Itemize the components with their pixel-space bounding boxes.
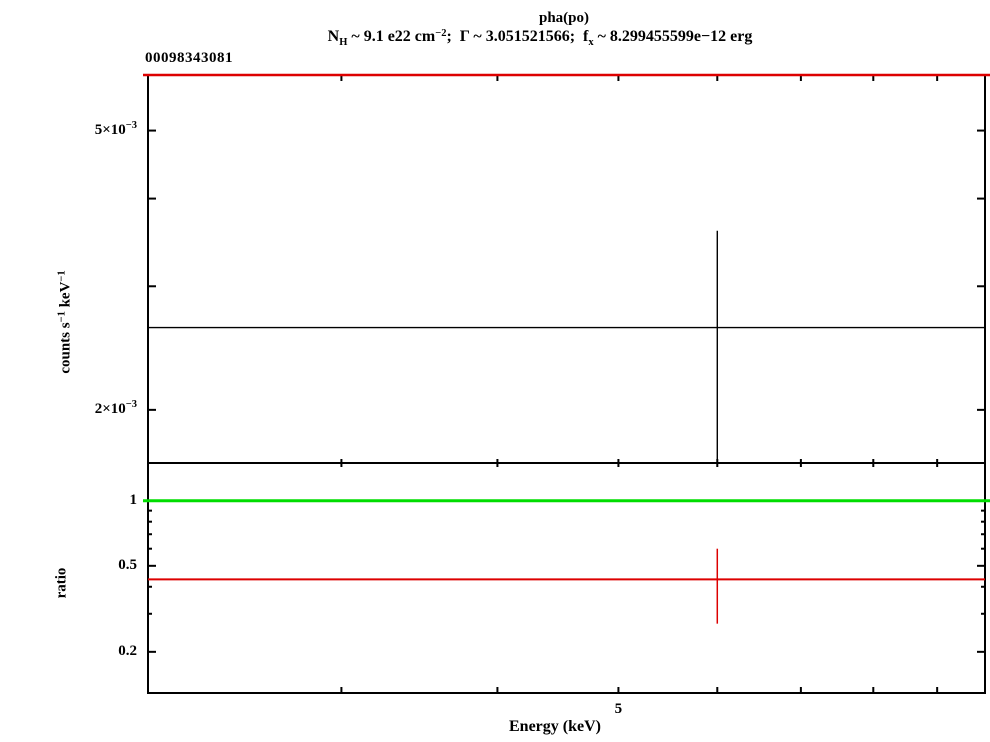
y-axis-label-ratio: ratio: [53, 567, 70, 599]
observation-id: 00098343081: [145, 50, 233, 66]
x-axis-label: Energy (keV): [509, 718, 601, 735]
plot-title: pha(po): [538, 10, 590, 26]
fit-parameters-subtitle: NH ~ 9.1 e22 cm−2; Γ ~ 3.051521566; fx ~…: [327, 27, 753, 48]
panel-frame-ratio: [147, 462, 986, 694]
y-axis-label-spectrum: counts s−1 keV−1: [56, 270, 74, 374]
y-tick-label-ratio: 0.2: [118, 642, 137, 659]
y-tick-label-ratio: 1: [129, 491, 138, 508]
y-tick-label-spectrum: 5×10−3: [94, 120, 137, 138]
y-tick-label-spectrum: 2×10−3: [94, 399, 137, 417]
y-tick-label-ratio: 0.5: [118, 556, 137, 573]
x-tick-label: 5: [614, 701, 623, 717]
panel-frame-spectrum: [147, 74, 986, 464]
